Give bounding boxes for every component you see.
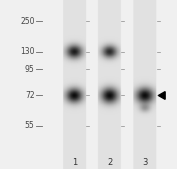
- Bar: [63, 12, 86, 149]
- Text: 130: 130: [20, 47, 35, 56]
- Text: 3: 3: [142, 158, 148, 167]
- Polygon shape: [158, 92, 165, 99]
- Text: 2: 2: [107, 158, 112, 167]
- Text: 55: 55: [25, 121, 35, 130]
- Bar: [98, 12, 121, 149]
- Text: 250: 250: [20, 17, 35, 26]
- Bar: [134, 12, 157, 149]
- Text: 95: 95: [25, 65, 35, 74]
- Text: 72: 72: [25, 91, 35, 100]
- Text: 1: 1: [72, 158, 77, 167]
